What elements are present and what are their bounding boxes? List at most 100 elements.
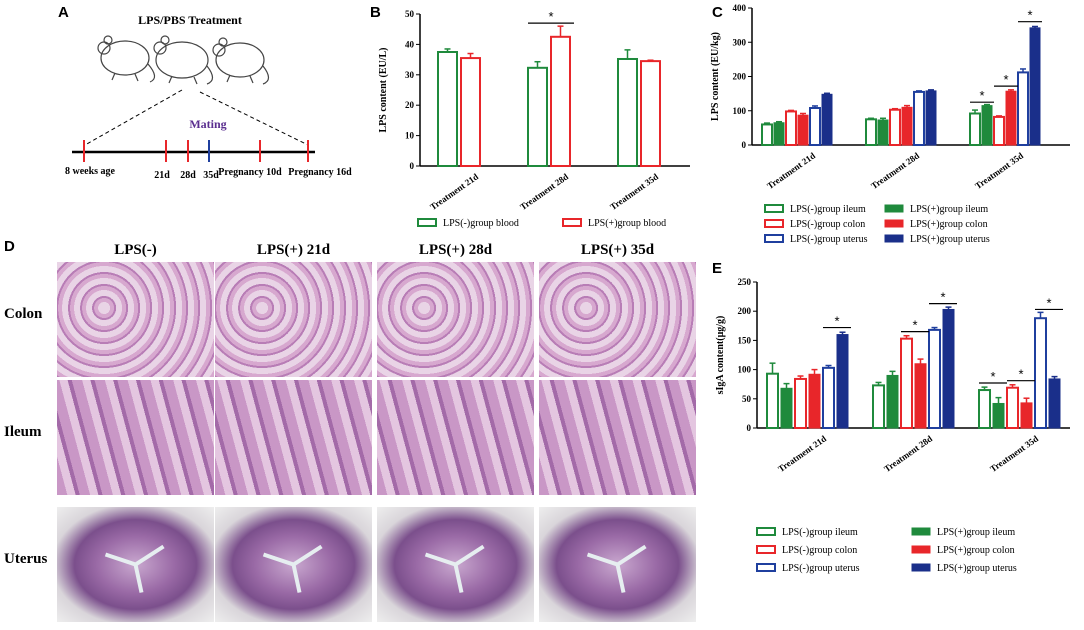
bar: [928, 328, 941, 429]
panel-label-c: C: [712, 4, 723, 21]
histology-image-colon: [57, 262, 214, 377]
legend-label: LPS(-)group colon: [782, 545, 857, 556]
y-tick-label: 150: [738, 335, 752, 345]
legend-label: LPS(+)group ileum: [910, 204, 988, 215]
histology-column-header: LPS(+) 21d: [256, 242, 331, 258]
y-tick-label: 30: [405, 70, 415, 80]
bar: [808, 373, 821, 429]
x-tick-label: Treatment 35d: [988, 433, 1040, 474]
histology-column-header: LPS(+) 35d: [580, 242, 655, 258]
bar: [836, 334, 849, 429]
y-tick-label: 100: [738, 365, 752, 375]
timeline-label: 21d: [154, 170, 170, 181]
panel-label-a: A: [58, 4, 69, 21]
legend-swatch: [911, 563, 931, 572]
timeline-label: Pregnancy 16d: [288, 167, 352, 178]
y-tick-label: 200: [733, 72, 747, 82]
histology-image-uterus: [57, 507, 214, 622]
bar: [794, 377, 807, 429]
y-tick-label: 0: [747, 423, 752, 433]
significance-star: *: [1046, 295, 1051, 310]
y-axis-label: LPS content (EU/kg): [710, 32, 721, 121]
y-tick-label: 300: [733, 37, 747, 47]
timeline-label: 28d: [180, 170, 196, 181]
bar: [780, 387, 793, 429]
x-tick-label: Treatment 21d: [776, 433, 828, 474]
y-tick-label: 250: [738, 277, 752, 287]
bar: [942, 308, 955, 429]
histology-image-ileum: [57, 380, 214, 495]
lumen-path: [262, 544, 323, 593]
significance-star: *: [1003, 72, 1008, 87]
legend-label: LPS(+)group ileum: [937, 527, 1015, 538]
legend-swatch: [756, 563, 776, 572]
bar: [886, 374, 899, 429]
legend-label: LPS(+)group uterus: [910, 234, 990, 245]
histology-image-colon: [377, 262, 534, 377]
bar: [1034, 317, 1047, 430]
legend-swatch: [884, 234, 904, 243]
dashed-connector: [84, 89, 183, 146]
legend-swatch: [764, 204, 784, 213]
legend-swatch: [911, 527, 931, 536]
timeline-label: 35d: [203, 170, 219, 181]
timeline-label: 8 weeks age: [65, 166, 116, 177]
histology-image-ileum: [377, 380, 534, 495]
significance-star: *: [979, 88, 984, 103]
panel-label-b: B: [370, 4, 381, 21]
legend-swatch: [417, 218, 437, 227]
bar: [978, 389, 991, 430]
y-tick-label: 0: [410, 161, 415, 171]
dashed-connector: [199, 91, 309, 146]
y-tick-label: 400: [733, 3, 747, 13]
lumen-path: [586, 544, 647, 593]
histology-row-label: Ileum: [4, 424, 42, 440]
timeline-label: Pregnancy 10d: [218, 167, 282, 178]
significance-star: *: [834, 314, 839, 329]
legend-swatch: [911, 545, 931, 554]
y-tick-label: 100: [733, 106, 747, 116]
legend-label: LPS(+)group colon: [937, 545, 1015, 556]
x-tick-label: Treatment 28d: [882, 433, 934, 474]
histology-image-colon: [215, 262, 372, 377]
histology-row-label: Uterus: [4, 551, 48, 567]
significance-star: *: [990, 369, 995, 384]
bar: [900, 337, 913, 430]
panel-label-e: E: [712, 260, 723, 277]
histology-image-uterus: [215, 507, 372, 622]
legend-label: LPS(+)group colon: [910, 219, 988, 230]
lumen-path: [424, 544, 485, 593]
histology-image-uterus: [539, 507, 696, 622]
legend-label: LPS(+)group uterus: [937, 563, 1017, 574]
uterine-lumen: [104, 544, 165, 593]
uterine-lumen: [424, 544, 485, 593]
legend-swatch: [756, 527, 776, 536]
significance-star: *: [940, 290, 945, 305]
bar: [872, 384, 885, 430]
bar: [992, 402, 1005, 429]
histology-image-ileum: [215, 380, 372, 495]
bar: [822, 366, 835, 429]
bar: [766, 372, 779, 429]
significance-star: *: [1018, 367, 1023, 382]
panel-a-title: LPS/PBS Treatment: [138, 13, 242, 27]
significance-star: *: [548, 9, 553, 24]
legend-label: LPS(-)group ileum: [782, 527, 858, 538]
significance-star: *: [1027, 8, 1032, 23]
legend-label: LPS(-)group blood: [443, 218, 519, 229]
mouse-icon: [212, 37, 270, 85]
legend-label: LPS(-)group uterus: [782, 563, 860, 574]
bar: [1048, 378, 1061, 429]
histology-row-label: Colon: [4, 306, 43, 322]
legend-swatch: [562, 218, 582, 227]
bar: [1020, 402, 1033, 429]
mating-label: Mating: [189, 117, 226, 131]
histology-column-header: LPS(+) 28d: [418, 242, 493, 258]
legend-label: LPS(+)group blood: [588, 218, 666, 229]
uterine-lumen: [586, 544, 647, 593]
y-axis-label: sIgA content(μg/g): [715, 316, 726, 395]
panel-label-d: D: [4, 238, 15, 255]
legend-swatch: [884, 219, 904, 228]
